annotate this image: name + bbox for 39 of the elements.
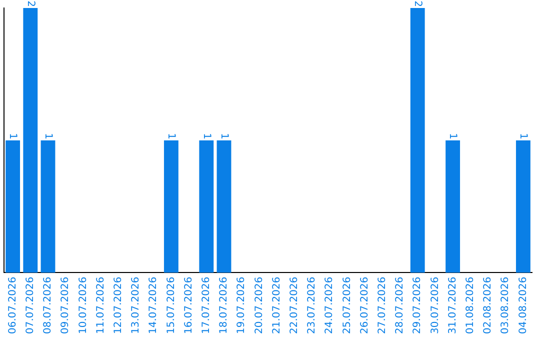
x-tick-label: 03.08.2026 [500,276,512,334]
x-tick-label: 16.07.2026 [183,276,194,334]
x-tick-label: 06.07.2026 [7,276,18,334]
data-label: 1 [166,132,177,140]
x-tick-label: 20.07.2026 [254,276,265,334]
x-tick-label: 24.07.2026 [324,276,336,334]
data-label: 1 [42,132,54,140]
x-tick-label: 19.07.2026 [236,276,248,334]
data-label: 2 [24,0,36,7]
x-tick-label: 02.08.2026 [482,276,494,334]
x-tick-label: 08.07.2026 [42,276,54,334]
x-tick-label: 26.07.2026 [359,276,370,334]
x-tick-label: 01.08.2026 [464,276,476,334]
x-tick-label: 18.07.2026 [218,276,230,334]
x-tick-label: 21.07.2026 [271,276,282,334]
x-tick-label: 25.07.2026 [342,276,353,334]
x-tick-label: 28.07.2026 [394,276,406,334]
x-tick-label: 30.07.2026 [430,276,441,334]
x-tick-label: 31.07.2026 [447,276,458,334]
data-label: 1 [447,132,458,140]
x-tick-label: 07.07.2026 [24,276,36,334]
x-tick-label: 29.07.2026 [412,276,424,334]
x-tick-label: 12.07.2026 [112,276,124,334]
x-tick-label: 10.07.2026 [78,276,89,334]
x-tick-label: 13.07.2026 [130,276,142,334]
data-label: 1 [7,132,18,140]
x-tick-label: 23.07.2026 [306,276,318,334]
x-tick-label: 15.07.2026 [166,276,177,334]
data-label: 1 [218,132,230,140]
x-tick-label: 11.07.2026 [95,276,106,334]
x-tick-label: 04.08.2026 [518,276,529,334]
data-label: 1 [200,132,212,140]
x-tick-label: 17.07.2026 [200,276,212,334]
x-tick-label: 22.07.2026 [288,276,300,334]
x-tick-label: 09.07.2026 [60,276,72,334]
data-label: 2 [412,0,424,7]
x-tick-label: 14.07.2026 [148,276,160,334]
x-tick-label: 27.07.2026 [376,276,388,334]
data-label: 1 [518,132,529,140]
